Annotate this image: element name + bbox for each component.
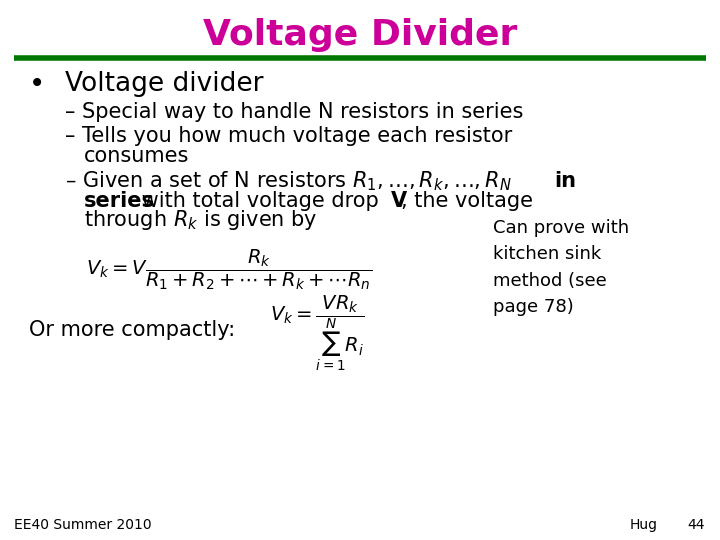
Text: series: series [84, 191, 156, 211]
Text: – Tells you how much voltage each resistor: – Tells you how much voltage each resist… [65, 126, 512, 146]
Text: – Special way to handle N resistors in series: – Special way to handle N resistors in s… [65, 102, 523, 122]
Text: EE40 Summer 2010: EE40 Summer 2010 [14, 518, 152, 532]
Text: $V_k = V \dfrac{R_k}{R_1 + R_2 + \cdots + R_k + \cdots R_n}$: $V_k = V \dfrac{R_k}{R_1 + R_2 + \cdots … [86, 248, 372, 292]
Text: Voltage divider: Voltage divider [65, 71, 264, 97]
Text: 44: 44 [688, 518, 705, 532]
Text: in: in [554, 171, 577, 191]
Text: through $R_k$ is given by: through $R_k$ is given by [84, 208, 318, 232]
Text: •: • [29, 70, 45, 98]
Text: consumes: consumes [84, 145, 189, 166]
Text: – Given a set of N resistors $R_1,\ldots,R_k,\ldots, R_N$: – Given a set of N resistors $R_1,\ldots… [65, 169, 511, 193]
Text: Or more compactly:: Or more compactly: [29, 320, 235, 341]
Text: Can prove with
kitchen sink
method (see
page 78): Can prove with kitchen sink method (see … [493, 219, 629, 316]
Text: $V_k = \dfrac{V R_k}{\sum_{i=1}^{N} R_i}$: $V_k = \dfrac{V R_k}{\sum_{i=1}^{N} R_i}… [270, 293, 365, 373]
Text: Hug: Hug [630, 518, 658, 532]
Text: , the voltage: , the voltage [401, 191, 533, 211]
Text: V: V [391, 191, 407, 211]
Text: with total voltage drop: with total voltage drop [135, 191, 385, 211]
Text: Voltage Divider: Voltage Divider [203, 18, 517, 52]
